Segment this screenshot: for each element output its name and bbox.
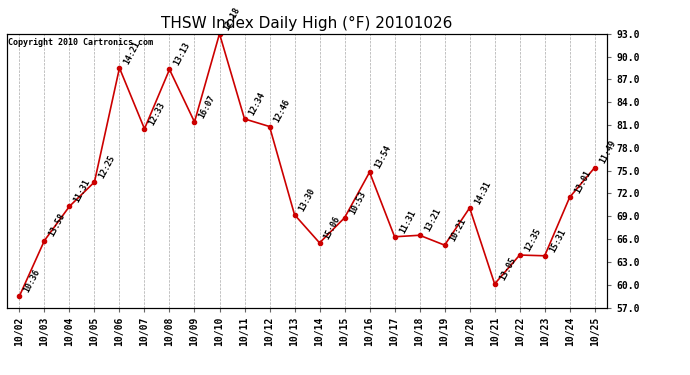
Text: 15:06: 15:06	[322, 214, 342, 241]
Text: 13:30: 13:30	[297, 186, 317, 213]
Title: THSW Index Daily High (°F) 20101026: THSW Index Daily High (°F) 20101026	[161, 16, 453, 31]
Text: 16:07: 16:07	[197, 93, 217, 120]
Text: 13:58: 13:58	[48, 212, 67, 238]
Text: 10:21: 10:21	[448, 217, 467, 243]
Text: 12:35: 12:35	[522, 226, 542, 253]
Text: Copyright 2010 Cartronics.com: Copyright 2010 Cartronics.com	[8, 38, 153, 47]
Text: 13:05: 13:05	[497, 255, 518, 282]
Text: 13:01: 13:01	[573, 169, 593, 195]
Text: 14:21: 14:21	[122, 39, 142, 66]
Text: 11:49: 11:49	[598, 139, 618, 165]
Text: 11:31: 11:31	[397, 208, 417, 234]
Text: 12:34: 12:34	[248, 90, 267, 117]
Text: 13:54: 13:54	[373, 144, 393, 170]
Text: 10:36: 10:36	[22, 267, 42, 294]
Text: 12:46: 12:46	[273, 98, 293, 124]
Text: 14:31: 14:31	[473, 179, 493, 206]
Text: 12:33: 12:33	[148, 100, 167, 126]
Text: 11:31: 11:31	[72, 178, 92, 204]
Text: 10:53: 10:53	[348, 189, 367, 216]
Text: 13:21: 13:21	[422, 207, 442, 233]
Text: 13:13: 13:13	[172, 41, 193, 67]
Text: 15:31: 15:31	[548, 227, 567, 254]
Text: 12:25: 12:25	[97, 153, 117, 180]
Text: 12:18: 12:18	[222, 5, 242, 32]
